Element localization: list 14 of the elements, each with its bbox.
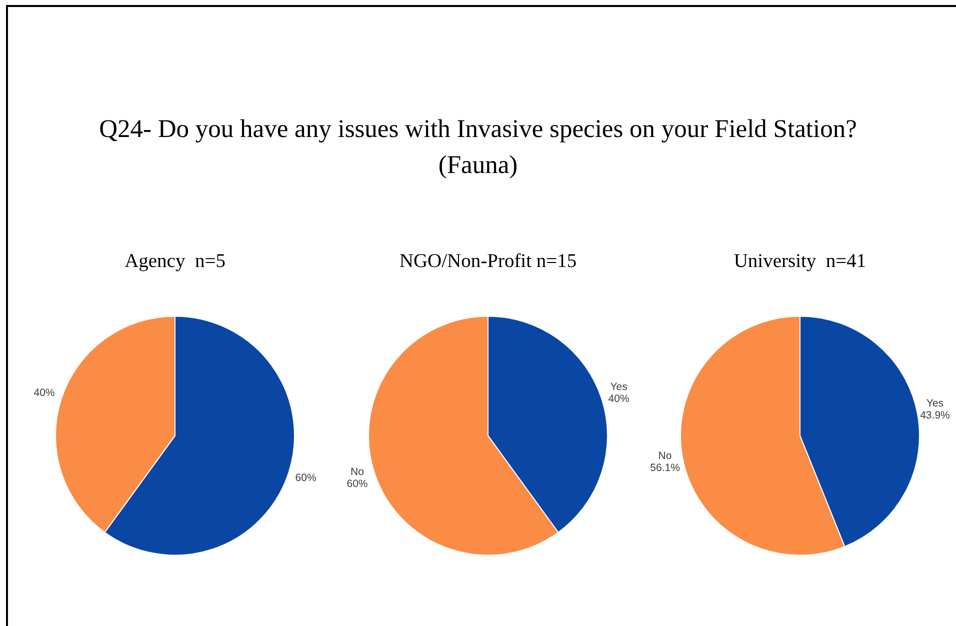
data-label: 43.9% bbox=[920, 409, 950, 422]
data-label: 40% bbox=[608, 393, 630, 406]
data-label: 56.1% bbox=[650, 462, 680, 474]
data-label: 60% bbox=[295, 472, 316, 484]
data-label: 60% bbox=[346, 478, 368, 490]
slice-label: No bbox=[350, 466, 364, 478]
slice-label: Yes bbox=[926, 397, 944, 410]
slice-label: No bbox=[658, 450, 672, 462]
chart-title: University n=41 bbox=[734, 250, 866, 272]
chart-title: Agency n=5 bbox=[124, 250, 226, 272]
data-label: 40% bbox=[34, 387, 55, 400]
text: Q24- Do you have any issues with Invasive species on your Field Station? (Fauna) bbox=[98, 113, 858, 181]
slice-label: Yes bbox=[610, 381, 628, 394]
chart-title: NGO/Non-Profit n=15 bbox=[399, 250, 577, 272]
